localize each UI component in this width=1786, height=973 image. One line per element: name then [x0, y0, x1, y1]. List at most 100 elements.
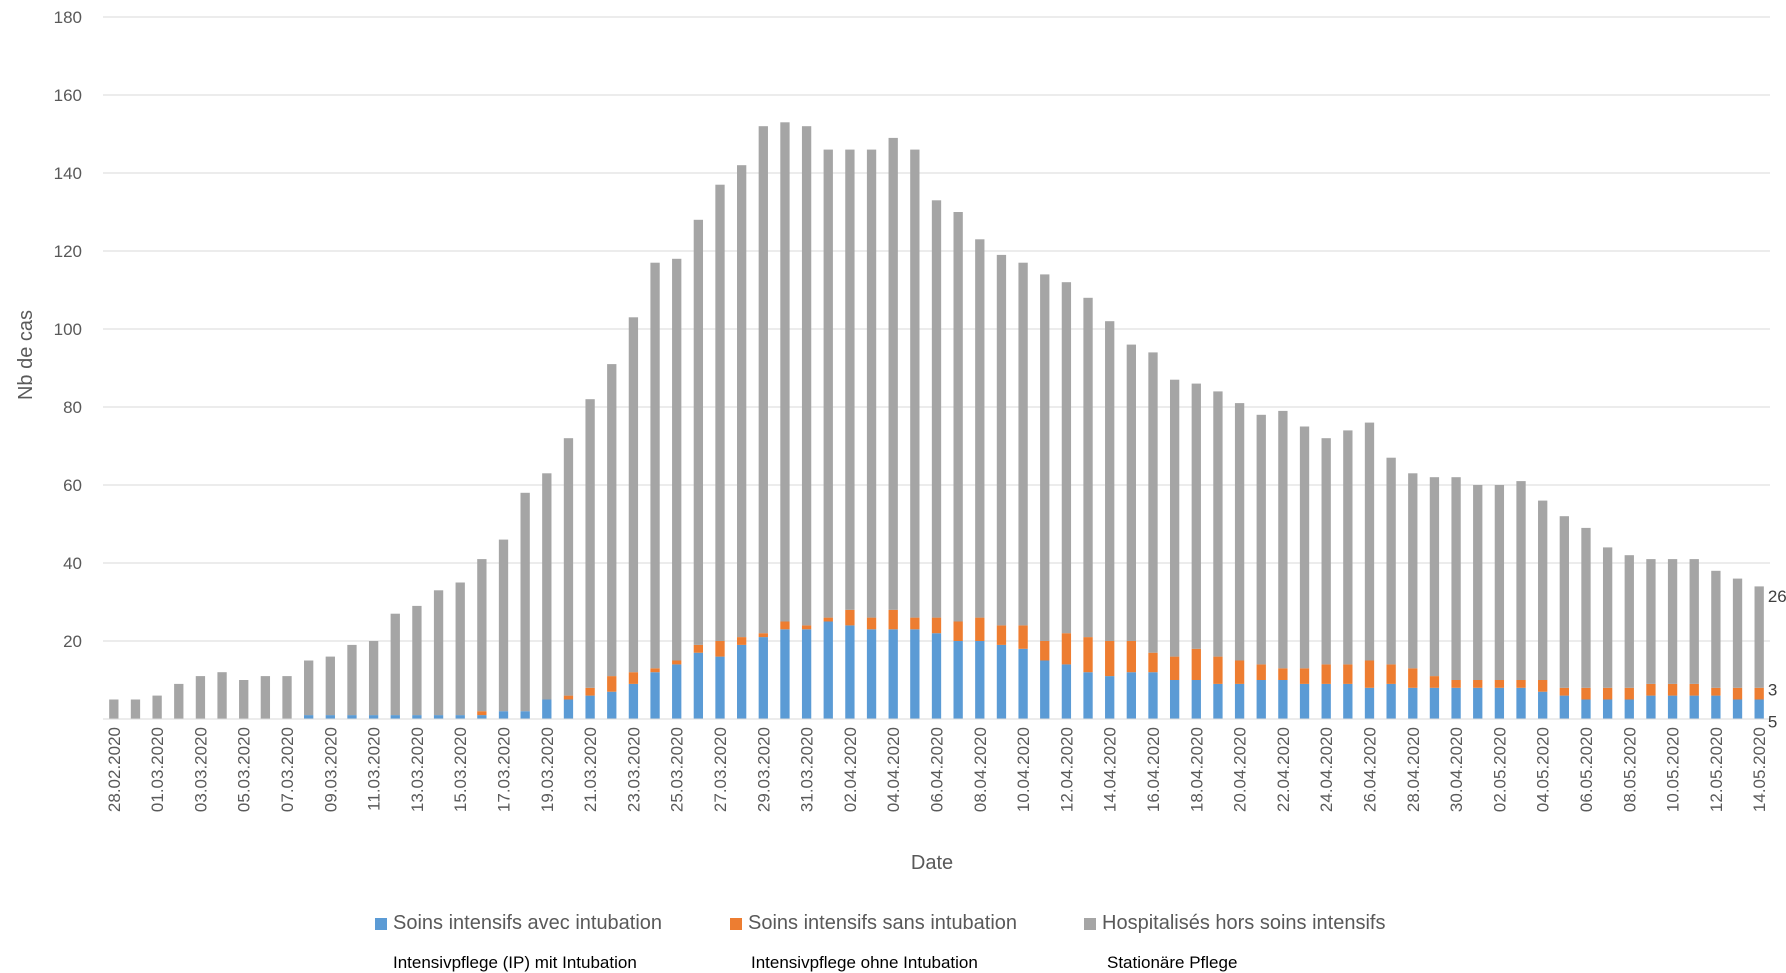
x-tick-label: 23.03.2020	[624, 727, 643, 812]
bar-segment-0	[1711, 695, 1721, 719]
bar-segment-1	[845, 609, 855, 626]
bar-segment-2	[1105, 321, 1115, 641]
bar-segment-1	[737, 637, 747, 645]
y-axis-ticks: 20 40 60 80 100 120 140 160 180	[54, 8, 82, 651]
x-tick-label: 13.03.2020	[408, 727, 427, 812]
legend-item-2: Hospitalisés hors soins intensifs	[1084, 912, 1385, 935]
bar-segment-0	[585, 695, 595, 719]
bar-segment-1	[801, 625, 812, 630]
x-tick-label: 14.04.2020	[1101, 727, 1120, 812]
bar-segment-0	[975, 641, 985, 719]
bar-segment-2	[975, 239, 985, 618]
bar-segment-2	[1494, 485, 1505, 680]
x-axis-title: Date	[911, 852, 953, 874]
legend-swatch-0	[375, 917, 387, 930]
bar-segment-2	[628, 317, 639, 673]
bar-segment-2	[174, 683, 184, 719]
bar-segment-2	[1451, 477, 1461, 680]
x-tick-label: 28.02.2020	[105, 727, 124, 812]
bar-segment-2	[801, 126, 812, 626]
bar-segment-0	[1256, 680, 1266, 719]
legend-item-1: Soins intensifs sans intubation	[730, 912, 1017, 935]
bar-segment-0	[953, 641, 963, 719]
bar-segment-1	[1299, 668, 1310, 684]
bar-segment-1	[1386, 664, 1396, 684]
x-tick-label: 30.04.2020	[1447, 727, 1466, 812]
bar-segment-1	[1711, 687, 1721, 696]
bar-segment-0	[607, 691, 617, 719]
bar-segment-0	[1278, 680, 1288, 719]
bar-segment-1	[1061, 633, 1072, 665]
bar-segment-2	[1429, 477, 1440, 677]
bar-segment-2	[1343, 430, 1353, 665]
bar-segment-2	[195, 676, 206, 719]
bar-segment-0	[628, 683, 639, 719]
x-tick-label: 19.03.2020	[538, 727, 557, 812]
bar-segment-2	[239, 680, 249, 719]
bar-segment-2	[823, 149, 833, 618]
bar-segment-2	[152, 695, 162, 719]
bar-segment-0	[910, 629, 920, 719]
bar-segment-1	[1040, 641, 1050, 661]
bar-segment-0	[866, 629, 877, 719]
bar-segment-2	[282, 676, 292, 719]
bar-segment-2	[1754, 586, 1764, 688]
bar-segment-0	[347, 715, 357, 719]
bar-segment-1	[1624, 687, 1634, 700]
bar-segment-1	[1602, 687, 1613, 700]
bar-segment-1	[758, 633, 768, 638]
x-tick-label: 12.04.2020	[1057, 727, 1076, 812]
legend-swatch-2	[1084, 917, 1096, 930]
bar-segment-1	[672, 660, 682, 665]
bar-segment-2	[1321, 438, 1331, 665]
bar-segment-0	[477, 715, 487, 719]
bar-segment-2	[1732, 578, 1743, 688]
bar-segment-0	[672, 664, 682, 719]
bar-segment-0	[542, 699, 552, 719]
bar-segment-0	[693, 652, 704, 719]
x-tick-label: 31.03.2020	[798, 727, 817, 812]
bar-segment-0	[1083, 672, 1093, 719]
x-tick-label: 06.04.2020	[928, 727, 947, 812]
bar-segment-0	[737, 644, 747, 719]
bar-segment-0	[1451, 687, 1461, 719]
bar-segment-2	[433, 590, 444, 716]
bar-segment-0	[1040, 660, 1050, 719]
bar-segment-0	[1364, 687, 1375, 719]
end-label-0: 26	[1768, 587, 1786, 606]
legend-sublabel-2: Stationäre Pflege	[1107, 953, 1238, 972]
bar-segment-2	[304, 660, 314, 716]
bar-segment-0	[715, 656, 725, 719]
bar-segment-0	[1321, 683, 1331, 719]
bar-segment-1	[953, 621, 963, 641]
bar-segment-2	[910, 149, 920, 618]
bar-segment-1	[1343, 664, 1353, 684]
bar-segment-2	[737, 165, 747, 638]
bar-segment-1	[1256, 664, 1266, 680]
bar-segment-0	[1538, 691, 1548, 719]
bar-segment-2	[1364, 422, 1375, 661]
bar-segment-2	[1061, 282, 1072, 634]
x-tick-label: 12.05.2020	[1707, 727, 1726, 812]
bar-segment-0	[1299, 683, 1310, 719]
bar-segment-2	[607, 364, 617, 677]
bar-segment-0	[1689, 695, 1699, 719]
x-tick-label: 04.04.2020	[884, 727, 903, 812]
bar-segment-0	[1602, 699, 1613, 719]
bar-segment-2	[1408, 473, 1418, 669]
x-tick-label: 09.03.2020	[321, 727, 340, 812]
x-tick-label: 10.05.2020	[1664, 727, 1683, 812]
bar-segment-0	[1494, 687, 1505, 719]
bar-segment-0	[1343, 683, 1353, 719]
bar-segment-1	[1126, 641, 1136, 673]
y-tick-label: 140	[54, 164, 82, 183]
y-tick-label: 80	[63, 398, 82, 417]
legend-sublabel-1: Intensivpflege ohne Intubation	[751, 953, 978, 972]
bar-segment-0	[1191, 680, 1201, 719]
x-tick-label: 27.03.2020	[711, 727, 730, 812]
x-tick-label: 02.05.2020	[1490, 727, 1509, 812]
bar-segment-2	[1040, 274, 1050, 641]
bar-segment-0	[498, 711, 509, 719]
bar-segment-2	[1299, 426, 1310, 669]
bar-segment-2	[109, 699, 119, 719]
